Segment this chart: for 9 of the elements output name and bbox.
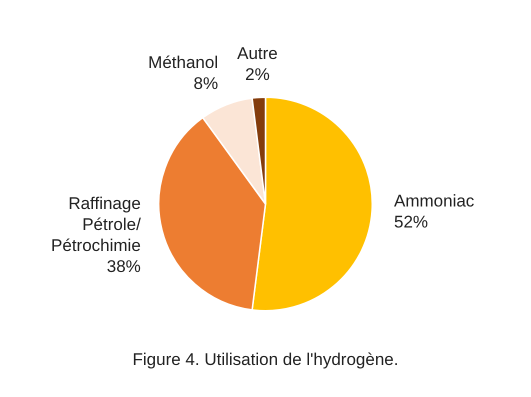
- caption: Figure 4. Utilisation de l'hydrogène.: [132, 350, 400, 370]
- slice-label: Méthanol: [148, 52, 218, 72]
- slice-label: Raffinage Pétrole/ Pétrochimie: [51, 194, 142, 256]
- data-label: 8%: [194, 74, 218, 93]
- data-label: 2%: [245, 65, 270, 84]
- data-label: 38%: [106, 257, 141, 276]
- slice-label: Autre: [237, 44, 278, 64]
- slice-label: Ammoniac: [394, 191, 475, 210]
- data-label: 52%: [394, 212, 428, 232]
